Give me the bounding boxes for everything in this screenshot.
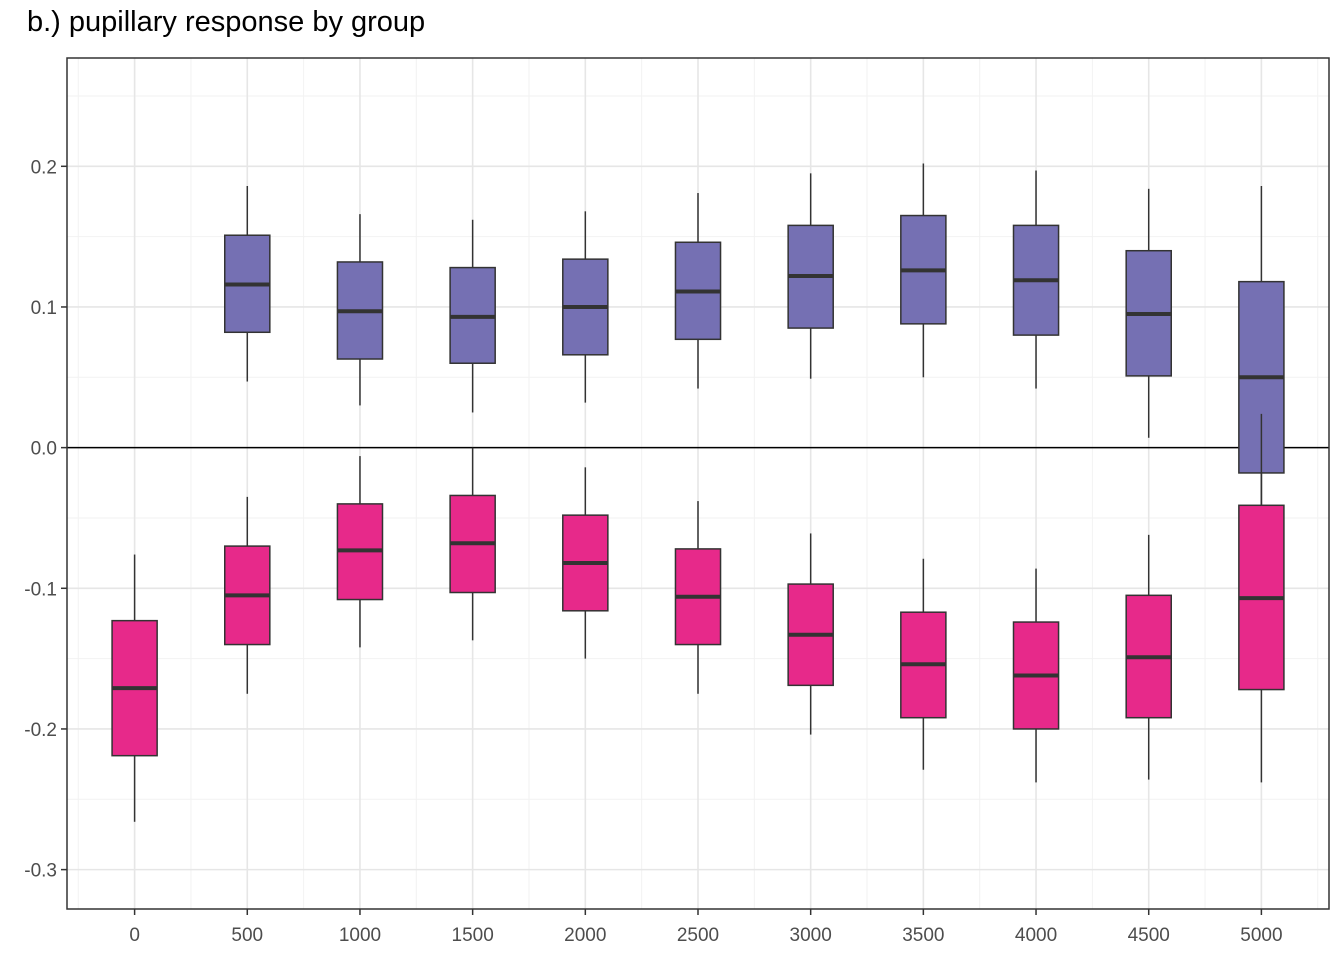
x-tick-label: 4500: [1128, 925, 1170, 946]
y-tick-label: 0.0: [31, 439, 57, 460]
x-tick-label: 2500: [677, 925, 719, 946]
x-tick-label: 0: [129, 925, 140, 946]
chart-title: b.) pupillary response by group: [27, 6, 426, 38]
x-tick-label: 1000: [339, 925, 381, 946]
x-tick-label: 3000: [790, 925, 832, 946]
y-tick-label: 0.1: [31, 298, 57, 319]
y-tick-label: 0.2: [31, 157, 57, 178]
y-tick-label: -0.2: [24, 720, 57, 741]
x-tick-label: 3500: [902, 925, 944, 946]
x-tick-label: 5000: [1240, 925, 1282, 946]
x-tick-label: 500: [231, 925, 263, 946]
x-tick-label: 4000: [1015, 925, 1057, 946]
x-tick-label: 2000: [564, 925, 606, 946]
y-tick-label: -0.3: [24, 861, 57, 882]
y-tick-label: -0.1: [24, 579, 57, 600]
x-tick-label: 1500: [452, 925, 494, 946]
